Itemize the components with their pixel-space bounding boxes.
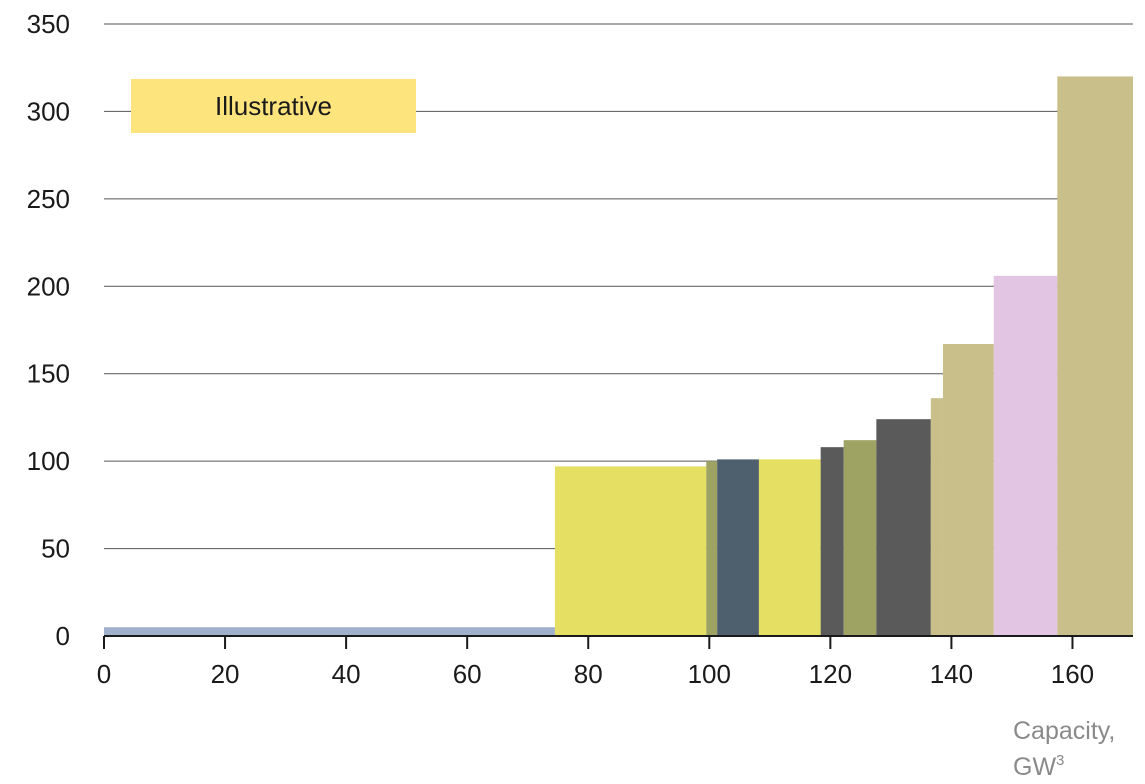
x-tick-label: 40 <box>332 659 361 689</box>
x-tick-label: 0 <box>97 659 111 689</box>
illustrative-badge-text: Illustrative <box>214 90 333 121</box>
bar <box>717 459 759 636</box>
x-axis-label: Capacity, GW3 <box>1013 716 1145 782</box>
bar <box>930 398 943 636</box>
y-tick-label: 300 <box>27 96 70 126</box>
x-tick-label: 60 <box>453 659 482 689</box>
y-tick-label: 100 <box>27 446 70 476</box>
y-tick-label: 200 <box>27 271 70 301</box>
x-tick-label: 160 <box>1051 659 1094 689</box>
y-tick-label: 150 <box>27 359 70 389</box>
y-tick-labels: 0 50 100 150 200 250 300 350 <box>27 9 70 651</box>
y-tick-label: 0 <box>56 621 70 651</box>
illustrative-badge: Illustrative <box>131 79 416 133</box>
x-axis-label-unit: GW <box>1013 753 1057 781</box>
bar <box>942 343 994 636</box>
bars <box>104 76 1133 636</box>
y-tick-label: 250 <box>27 184 70 214</box>
y-tick-label: 350 <box>27 9 70 39</box>
y-tick-label: 50 <box>41 534 70 564</box>
x-tick-label: 100 <box>688 659 731 689</box>
bar <box>876 419 931 636</box>
bar <box>554 466 707 636</box>
bar <box>104 627 555 636</box>
x-axis-label-main: Capacity, <box>1013 717 1116 745</box>
x-tick-label: 80 <box>574 659 603 689</box>
x-axis-label-footnote: 3 <box>1056 752 1065 769</box>
x-tick-label: 120 <box>809 659 852 689</box>
x-axis: 0 20 40 60 80 100 120 140 160 <box>97 635 1133 689</box>
bar <box>993 275 1058 636</box>
bar <box>758 459 821 636</box>
bar <box>1057 76 1133 636</box>
x-tick-label: 140 <box>930 659 973 689</box>
bar <box>843 440 877 636</box>
bar <box>706 461 718 636</box>
x-tick-label: 20 <box>211 659 240 689</box>
bar <box>820 447 844 636</box>
